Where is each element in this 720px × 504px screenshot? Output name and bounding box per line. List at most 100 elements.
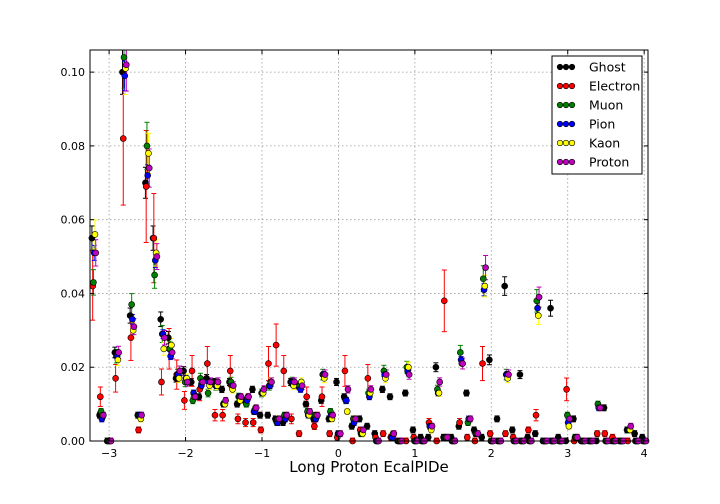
point-proton xyxy=(92,249,100,257)
legend-marker xyxy=(562,158,570,166)
x-tick-label: −1 xyxy=(254,447,270,460)
point-ghost xyxy=(249,386,256,393)
legend-label: Kaon xyxy=(589,136,620,151)
plot-frame xyxy=(89,49,649,442)
point-kaon xyxy=(535,312,542,319)
point-ghost xyxy=(386,393,394,401)
point-proton xyxy=(283,411,291,419)
legend-marker xyxy=(568,82,576,90)
point-electron xyxy=(593,430,601,437)
point-electron xyxy=(440,297,448,305)
legend-item-proton: Proton xyxy=(556,155,629,170)
point-proton xyxy=(268,378,275,386)
point-muon xyxy=(151,271,158,279)
point-electron xyxy=(188,367,196,375)
legend-label: Electron xyxy=(589,79,640,94)
point-proton xyxy=(145,164,153,172)
point-electron xyxy=(112,374,119,382)
point-electron xyxy=(158,378,165,386)
legend-item-pion: Pion xyxy=(556,117,615,132)
point-ghost xyxy=(256,411,264,419)
point-electron xyxy=(249,419,257,426)
point-proton xyxy=(184,378,191,386)
x-tick-label: 2 xyxy=(488,447,495,460)
point-proton xyxy=(252,404,260,412)
point-electron xyxy=(226,367,234,375)
point-proton xyxy=(100,411,107,419)
point-proton xyxy=(352,415,359,423)
point-kaon xyxy=(168,341,175,349)
point-electron xyxy=(272,341,280,349)
point-ghost xyxy=(463,389,470,397)
x-tick-label: −3 xyxy=(101,447,117,460)
point-electron xyxy=(265,360,272,367)
point-kaon xyxy=(160,345,168,353)
legend-marker xyxy=(556,139,564,147)
x-tick-label: 3 xyxy=(564,447,571,460)
point-proton xyxy=(596,404,604,412)
point-electron xyxy=(601,430,609,437)
point-electron xyxy=(219,411,226,419)
legend-marker xyxy=(556,158,564,166)
legend-item-muon: Muon xyxy=(556,98,623,113)
legend-marker xyxy=(568,120,576,128)
point-proton xyxy=(123,61,130,69)
point-kaon xyxy=(435,389,443,397)
legend-marker xyxy=(568,139,576,147)
point-electron xyxy=(486,430,494,437)
point-ghost xyxy=(402,389,409,397)
point-electron xyxy=(463,434,471,441)
point-electron xyxy=(242,419,249,426)
point-muon xyxy=(120,54,128,61)
point-proton xyxy=(138,411,145,419)
point-ghost xyxy=(157,315,165,323)
point-proton xyxy=(298,382,306,389)
y-axis-ticks: 0.00 0.02 0.04 0.06 0.08 0.10 xyxy=(61,66,648,448)
point-proton xyxy=(230,382,237,389)
point-electron xyxy=(311,422,318,430)
legend-marker xyxy=(562,63,570,71)
point-kaon xyxy=(145,149,152,157)
point-kaon xyxy=(114,356,122,364)
legend-marker xyxy=(562,139,570,147)
point-ghost xyxy=(631,430,638,437)
point-electron xyxy=(303,393,311,401)
point-proton xyxy=(245,393,252,401)
legend-item-electron: Electron xyxy=(556,79,640,94)
y-tick-label: 0.06 xyxy=(61,214,86,227)
point-kaon xyxy=(343,408,351,415)
point-proton xyxy=(566,415,573,423)
point-ghost xyxy=(218,386,226,393)
legend-marker xyxy=(568,101,576,109)
point-proton xyxy=(176,367,184,375)
point-ghost xyxy=(531,430,539,437)
point-electron xyxy=(135,426,142,434)
point-proton xyxy=(466,415,474,423)
point-proton xyxy=(474,430,482,437)
point-ghost xyxy=(547,304,554,312)
point-proton xyxy=(573,434,581,441)
point-electron xyxy=(525,426,532,434)
point-ghost xyxy=(379,386,386,393)
point-ghost xyxy=(333,378,340,386)
legend-marker xyxy=(556,82,564,90)
point-pion xyxy=(121,72,129,80)
legend-item-kaon: Kaon xyxy=(556,136,620,151)
legend-marker xyxy=(568,63,576,71)
point-proton xyxy=(444,434,451,441)
legend-label: Proton xyxy=(589,155,629,170)
y-tick-label: 0.04 xyxy=(61,287,86,300)
legend-marker xyxy=(562,120,570,128)
point-pion xyxy=(129,315,136,323)
point-electron xyxy=(204,360,211,367)
point-ghost xyxy=(516,371,524,378)
point-electron xyxy=(532,411,540,419)
point-ghost xyxy=(302,400,310,408)
x-axis-label: Long Proton EcalPIDe xyxy=(289,458,449,476)
point-electron xyxy=(563,386,570,393)
point-proton xyxy=(237,393,245,401)
point-proton xyxy=(367,386,375,393)
point-electron xyxy=(502,430,509,437)
point-proton xyxy=(329,411,336,419)
y-tick-label: 0.08 xyxy=(61,140,86,153)
